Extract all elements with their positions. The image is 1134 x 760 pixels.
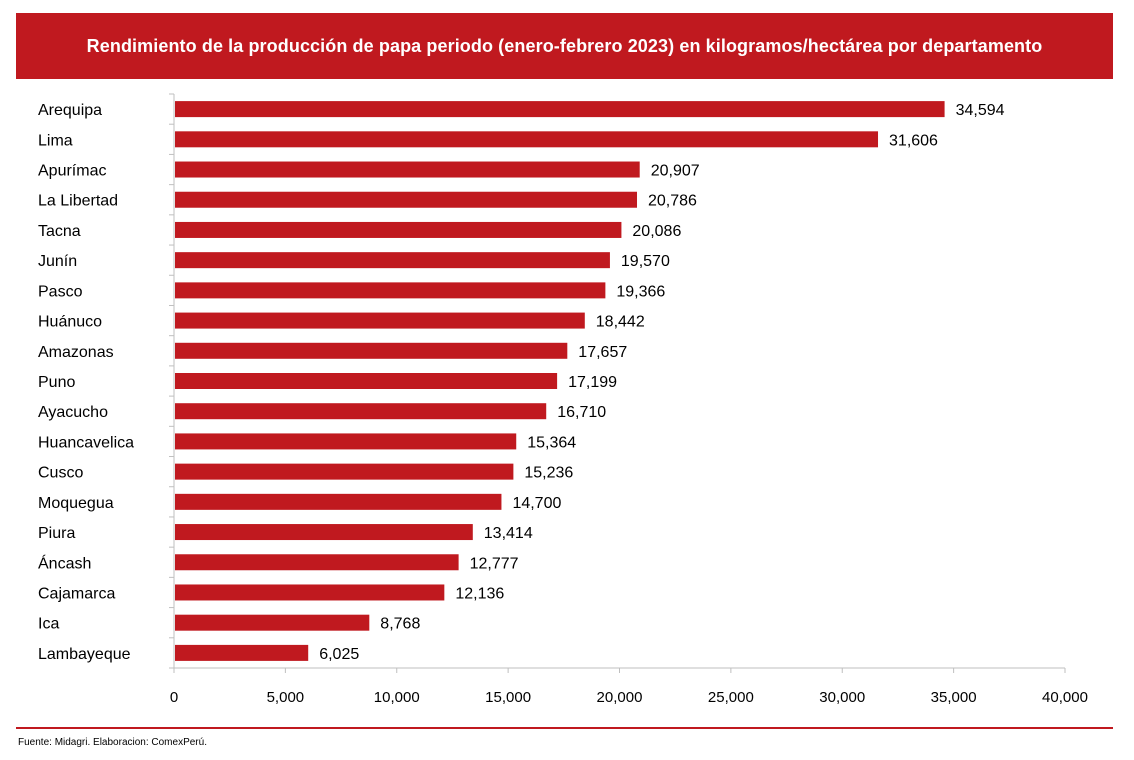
data-label: 31,606: [889, 132, 938, 149]
data-label: 17,657: [578, 344, 627, 361]
category-label: Ayacucho: [38, 404, 108, 421]
bar: [175, 463, 514, 480]
bar: [175, 312, 585, 329]
data-label: 15,364: [527, 434, 576, 451]
bar: [175, 221, 622, 238]
data-label: 19,570: [621, 253, 670, 270]
category-label: Piura: [38, 525, 75, 542]
data-label: 19,366: [616, 283, 665, 300]
bar: [175, 191, 638, 208]
bar: [175, 584, 445, 601]
bar: [175, 373, 558, 389]
category-label: Apurímac: [38, 163, 106, 180]
category-label: Huancavelica: [38, 434, 134, 451]
bar: [175, 161, 640, 178]
category-label: Lambayeque: [38, 646, 131, 663]
category-label: Lima: [38, 132, 73, 149]
bar: [175, 252, 610, 269]
bar: [175, 554, 459, 571]
bar: [175, 433, 517, 450]
data-label: 13,414: [484, 525, 533, 542]
bar: [175, 282, 606, 299]
data-label: 15,236: [524, 465, 573, 482]
x-tick-label: 30,000: [819, 689, 865, 706]
data-label: 12,777: [470, 555, 519, 572]
title-banner: Rendimiento de la producción de papa per…: [16, 13, 1113, 79]
source-note: Fuente: Midagri. Elaboracion: ComexPerú.: [18, 737, 207, 748]
category-label: Cusco: [38, 465, 83, 482]
category-label: Amazonas: [38, 344, 114, 361]
bar-chart: 0 5,000 10,000 15,000 20,000 25,000 30,000 35,0…: [38, 93, 1088, 706]
x-tick-label: 10,000: [374, 689, 420, 706]
bar: [175, 101, 945, 118]
data-label: 34,594: [956, 102, 1005, 119]
data-label: 8,768: [380, 616, 420, 633]
footer-divider: [16, 727, 1113, 729]
bar: [175, 493, 502, 510]
category-label: Tacna: [38, 223, 81, 240]
x-tick-label: 0: [170, 689, 178, 706]
category-label: Pasco: [38, 283, 83, 300]
x-tick-label: 25,000: [708, 689, 754, 706]
category-label: La Libertad: [38, 193, 118, 210]
bar: [175, 131, 879, 148]
x-tick-label: 35,000: [931, 689, 977, 706]
x-tick-label: 40,000: [1042, 689, 1088, 706]
category-label: Junín: [38, 253, 77, 270]
x-tick-label: 20,000: [597, 689, 643, 706]
x-tick-label: 5,000: [267, 689, 305, 706]
category-label: Puno: [38, 374, 75, 391]
category-label: Ica: [38, 616, 59, 633]
bar: [175, 524, 473, 541]
bar: [175, 342, 568, 359]
bar: [175, 403, 547, 420]
category-label: Áncash: [38, 553, 91, 572]
data-label: 16,710: [557, 404, 606, 421]
category-label: Huánuco: [38, 314, 102, 331]
data-label: 20,786: [648, 193, 697, 210]
category-label: Arequipa: [38, 102, 102, 119]
chart-title: Rendimiento de la producción de papa per…: [86, 35, 1043, 56]
data-label: 12,136: [455, 585, 504, 602]
category-label: Cajamarca: [38, 585, 115, 602]
category-label: Moquegua: [38, 495, 114, 512]
data-label: 18,442: [596, 314, 645, 331]
x-tick-label: 15,000: [485, 689, 531, 706]
bar: [175, 644, 309, 661]
data-label: 14,700: [512, 495, 561, 512]
data-label: 20,907: [651, 163, 700, 180]
data-label: 17,199: [568, 374, 617, 391]
bar: [175, 614, 370, 631]
data-label: 6,025: [319, 646, 359, 663]
data-label: 20,086: [632, 223, 681, 240]
